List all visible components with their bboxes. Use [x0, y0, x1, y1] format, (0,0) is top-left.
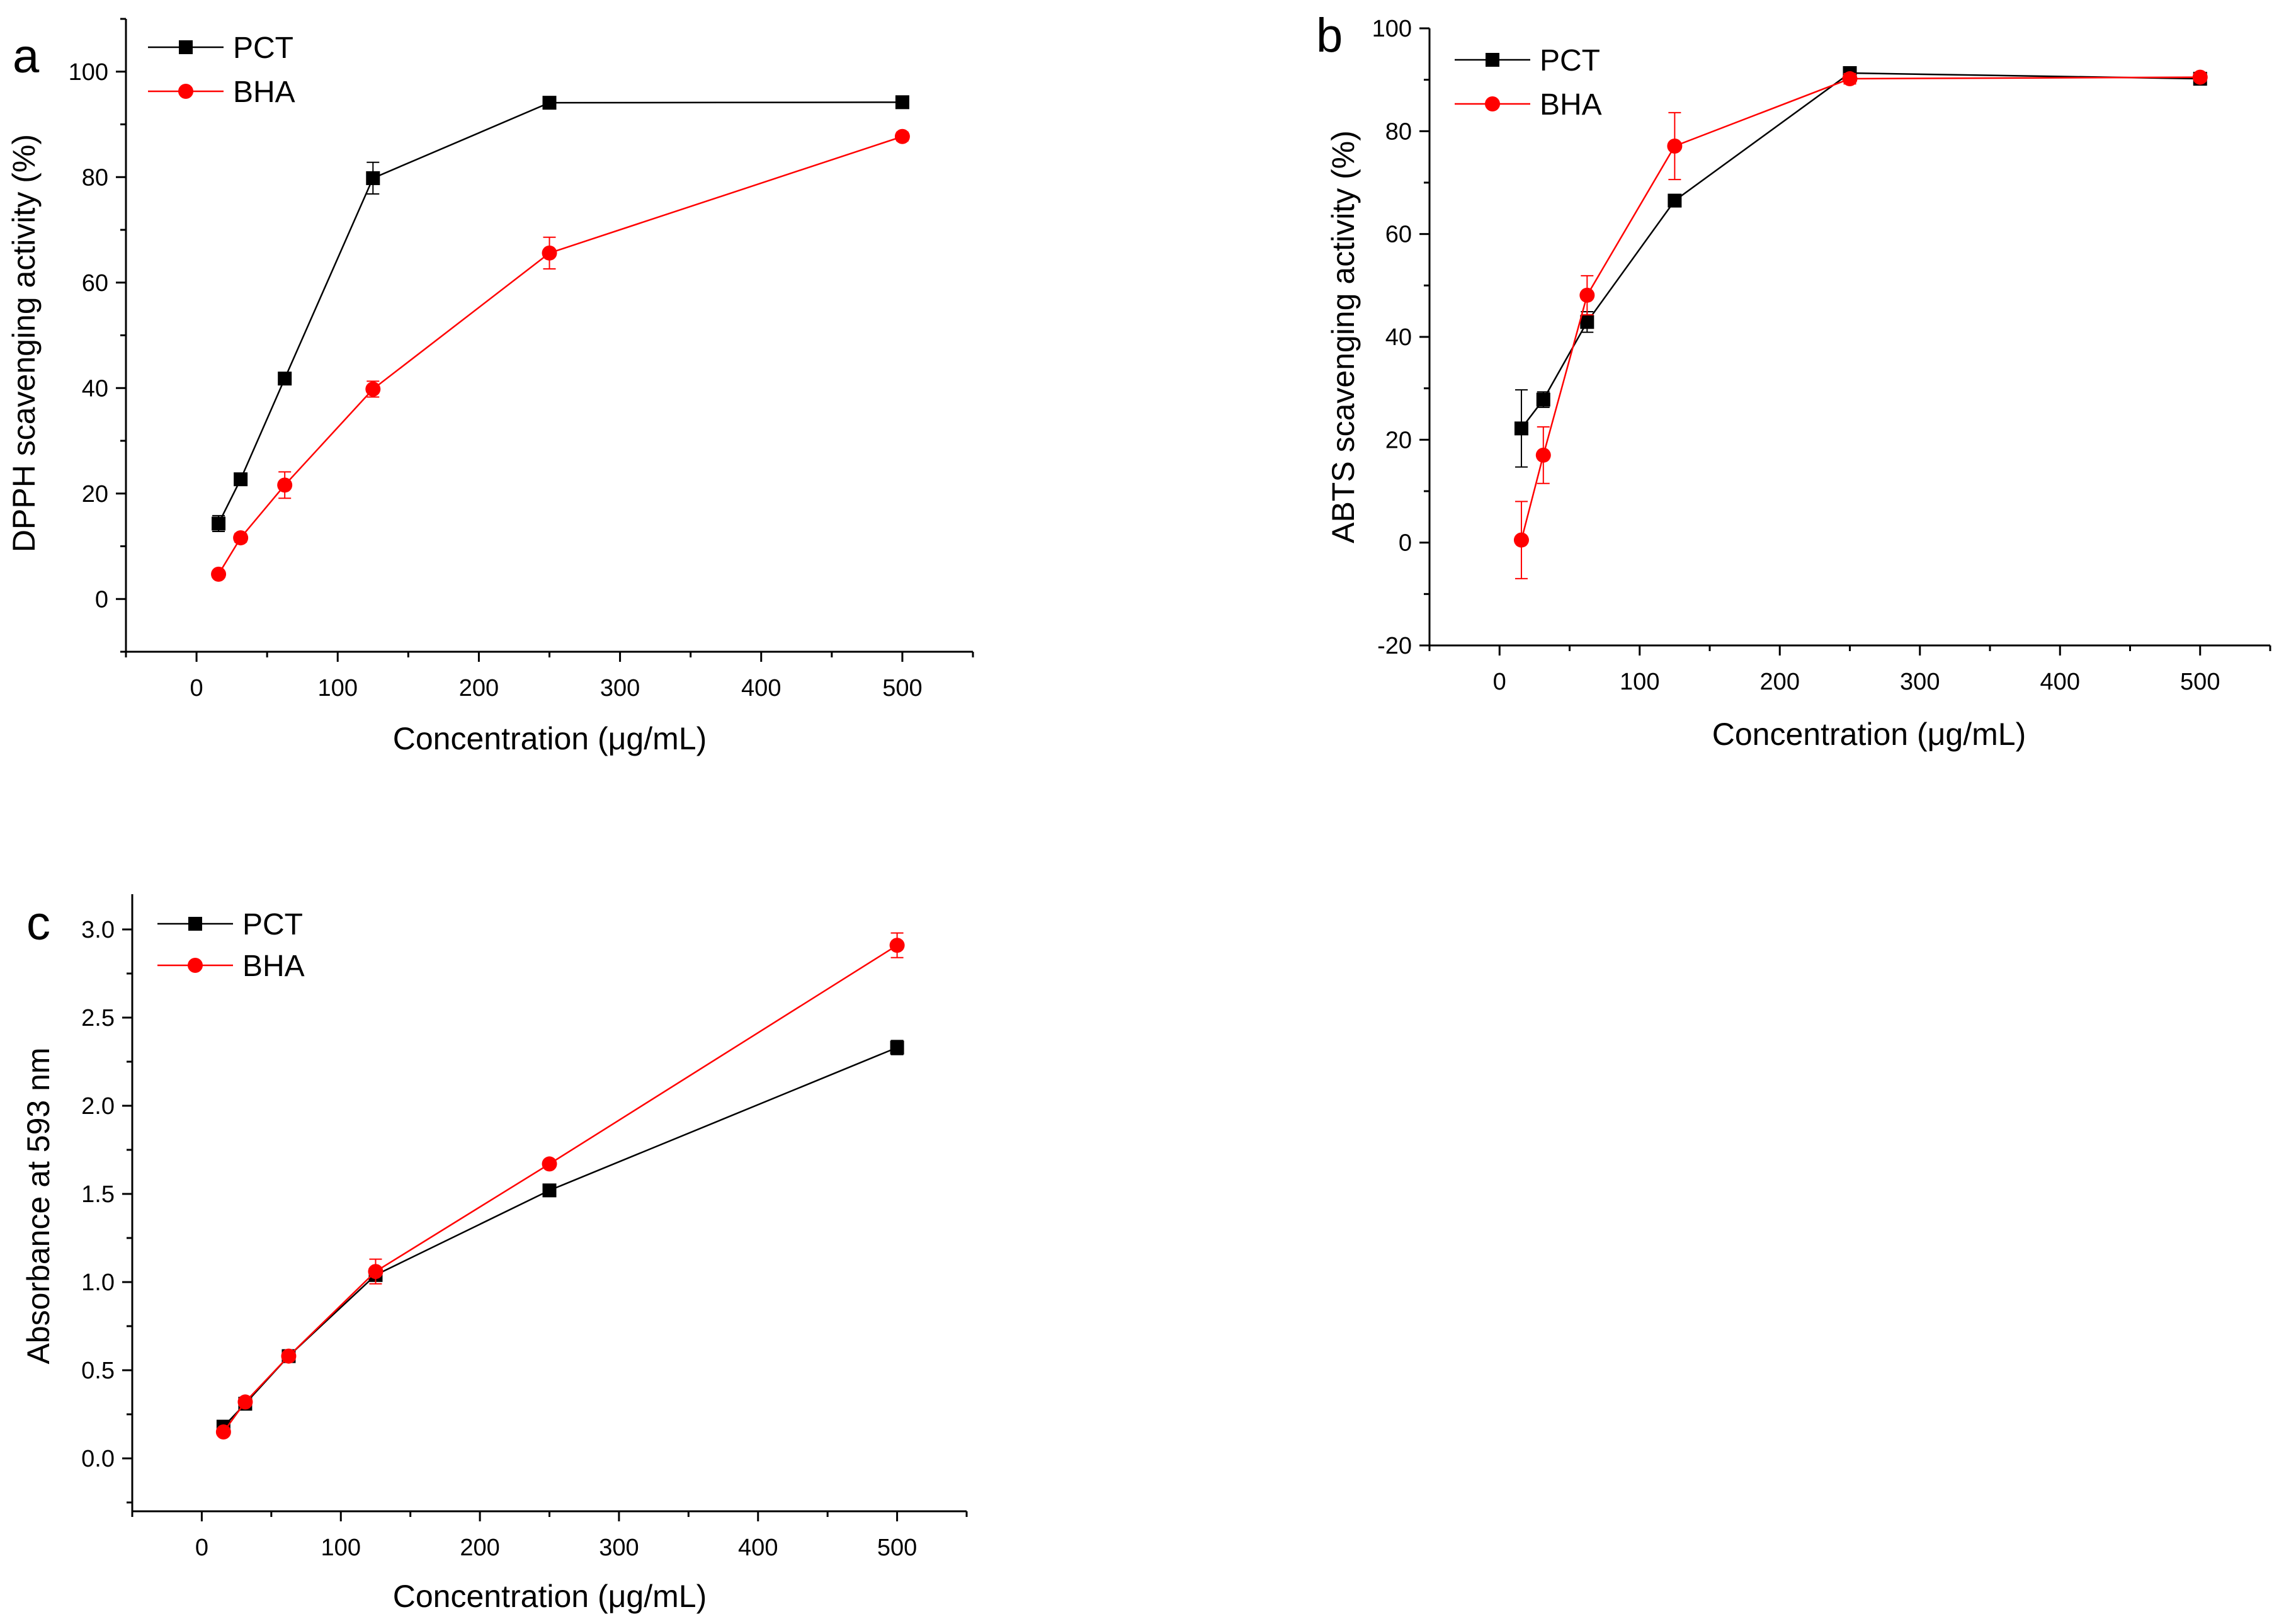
panel-c-x-tick-label: 400: [738, 1535, 778, 1561]
panel-b-legend-bha-marker: [1485, 96, 1500, 111]
panel-c-y-tick-label: 2.0: [81, 1093, 115, 1120]
panel-b-y-axis-title: ABTS scavenging activity (%): [1326, 130, 1361, 543]
panel-b-x-tick-label: 400: [2040, 669, 2080, 695]
panel-c-bha-point: [368, 1264, 384, 1280]
panel-c-letter: c: [26, 897, 50, 950]
panel-a-x-tick-label: 300: [600, 675, 640, 701]
panel-b-bha-point: [2192, 69, 2208, 85]
panel-c-pct-line: [222, 1047, 898, 1428]
panel-a-pct-point: [234, 472, 248, 487]
panel-b-y-tick-label: -20: [1377, 633, 1412, 659]
panel-a-legend-pct-marker: [179, 40, 193, 54]
panel-a-chart: a Concentration (μg/mL) DPPH scavenging …: [6, 18, 974, 756]
panel-a-x-tick-label: 0: [190, 675, 203, 701]
panel-b-legend-bha-label: BHA: [1540, 88, 1602, 122]
panel-a-bha-point: [365, 381, 381, 397]
panel-b-bha-point: [1842, 71, 1858, 87]
panel-b-y-tick-label: 80: [1385, 118, 1412, 145]
panel-b-pct-point: [1668, 193, 1682, 208]
panel-c-y-tick-label: 0.5: [81, 1358, 115, 1384]
panel-a-bha-point: [277, 477, 293, 493]
panel-c-chart: c Concentration (μg/mL) Absorbance at 59…: [21, 894, 968, 1614]
panel-a-bha-point: [894, 128, 910, 144]
panel-c-y-tick-label: 2.5: [81, 1005, 115, 1031]
panel-a-x-tick-label: 500: [882, 675, 922, 701]
panel-a-pct-line: [217, 101, 902, 525]
panel-a-pct-point: [278, 372, 292, 386]
panel-c-x-tick-label: 0: [195, 1535, 208, 1561]
panel-a-y-axis-title: DPPH scavenging activity (%): [6, 134, 42, 552]
panel-a-y-tick-label: 100: [69, 59, 108, 86]
panel-a-bha-point: [542, 245, 557, 261]
panel-b-pct-point: [1580, 315, 1594, 329]
panel-a-legend-pct-label: PCT: [233, 31, 293, 65]
panel-c-x-tick-label: 200: [460, 1535, 499, 1561]
panel-b-y-tick-label: 60: [1385, 222, 1412, 248]
panel-a-y-tick-label: 60: [82, 270, 108, 297]
panel-c-bha-point: [281, 1348, 297, 1364]
panel-b-x-tick-label: 200: [1760, 669, 1800, 695]
panel-b-bha-point: [1535, 447, 1551, 463]
panel-b-x-tick-label: 500: [2180, 669, 2220, 695]
panel-c-y-tick-label: 1.0: [81, 1269, 115, 1296]
panel-c-x-tick-label: 300: [599, 1535, 639, 1561]
panel-a-y-tick-label: 20: [82, 481, 108, 508]
panel-b-chart: b Concentration (μg/mL) ABTS scavenging …: [1316, 9, 2271, 752]
panel-c-bha-line: [222, 945, 898, 1433]
panel-b-x-axis-title: Concentration (μg/mL): [1712, 717, 2026, 752]
panel-c-y-axis-title: Absorbance at 593 nm: [21, 1047, 56, 1364]
panel-a-y-tick-label: 40: [82, 375, 108, 402]
panel-a-pct-point: [212, 516, 226, 531]
panel-c-legend-pct-marker: [188, 917, 202, 931]
panel-a-bha-point: [211, 566, 227, 582]
panel-b-bha-point: [1513, 532, 1529, 548]
panel-c-pct-point: [890, 1040, 904, 1055]
panel-a-legend-bha-label: BHA: [233, 76, 295, 109]
panel-c-y-tick-label: 1.5: [81, 1181, 115, 1208]
panel-b-x-tick-label: 0: [1493, 669, 1506, 695]
panel-c-x-tick-label: 500: [877, 1535, 917, 1561]
panel-c-y-tick-label: 3.0: [81, 917, 115, 943]
panel-a-x-tick-label: 100: [318, 675, 358, 701]
panel-a-pct-point: [366, 171, 380, 185]
panel-a-y-tick-label: 80: [82, 164, 108, 191]
panel-c-bha-point: [542, 1156, 557, 1172]
panel-c-y-tick-label: 0.0: [81, 1446, 115, 1472]
panel-a-pct-point: [542, 96, 557, 110]
panel-b-y-tick-label: 100: [1372, 16, 1412, 42]
panel-b-x-tick-label: 300: [1900, 669, 1940, 695]
panel-b-y-tick-label: 40: [1385, 324, 1412, 351]
panel-b-legend-pct-marker: [1486, 53, 1499, 67]
panel-c-x-axis-title: Concentration (μg/mL): [393, 1579, 707, 1614]
panel-c-legend-pct-label: PCT: [242, 908, 303, 941]
panel-b-letter: b: [1316, 9, 1343, 62]
panel-b-y-tick-label: 0: [1399, 530, 1412, 557]
panel-c-legend-bha-label: BHA: [242, 950, 305, 983]
panel-a-x-axis-title: Concentration (μg/mL): [393, 721, 707, 756]
panel-a-x-tick-label: 400: [741, 675, 781, 701]
panel-a-letter: a: [13, 30, 40, 83]
panel-c-bha-point: [237, 1394, 253, 1410]
panel-b-pct-point: [1514, 421, 1528, 436]
panel-b-pct-point: [1536, 392, 1550, 407]
panel-a-y-tick-label: 0: [95, 586, 108, 613]
panel-b-bha-line: [1520, 76, 2200, 540]
panel-b-bha-point: [1667, 139, 1683, 154]
panel-a-legend-bha-marker: [178, 84, 193, 99]
panel-c-legend-bha-marker: [188, 958, 203, 973]
panel-b-x-tick-label: 100: [1620, 669, 1659, 695]
panel-a-pct-point: [895, 95, 909, 110]
panel-c-pct-point: [542, 1183, 557, 1198]
panel-b-pct-line: [1520, 72, 2200, 429]
panel-a-bha-point: [233, 530, 249, 546]
panel-c-bha-point: [889, 938, 905, 953]
panel-c-x-tick-label: 100: [321, 1535, 361, 1561]
panel-b-y-tick-label: 20: [1385, 427, 1412, 453]
panel-b-legend-pct-label: PCT: [1540, 44, 1600, 77]
panel-b-bha-point: [1579, 287, 1595, 303]
panel-a-x-tick-label: 200: [459, 675, 499, 701]
panel-a-bha-line: [217, 135, 903, 575]
panel-c-bha-point: [215, 1424, 231, 1439]
